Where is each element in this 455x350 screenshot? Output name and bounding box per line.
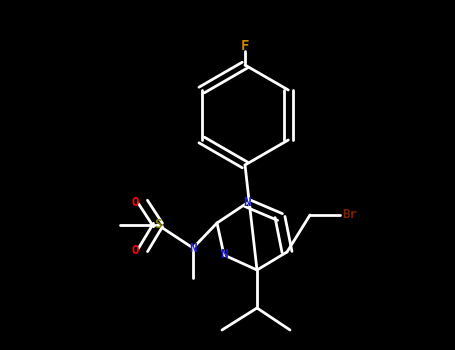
Text: N: N <box>189 241 197 254</box>
Text: Br: Br <box>343 209 358 222</box>
Text: S: S <box>154 218 162 231</box>
Text: N: N <box>243 196 251 210</box>
Text: O: O <box>131 196 139 209</box>
Text: F: F <box>241 39 249 53</box>
Text: O: O <box>131 244 139 257</box>
Text: N: N <box>220 248 228 261</box>
